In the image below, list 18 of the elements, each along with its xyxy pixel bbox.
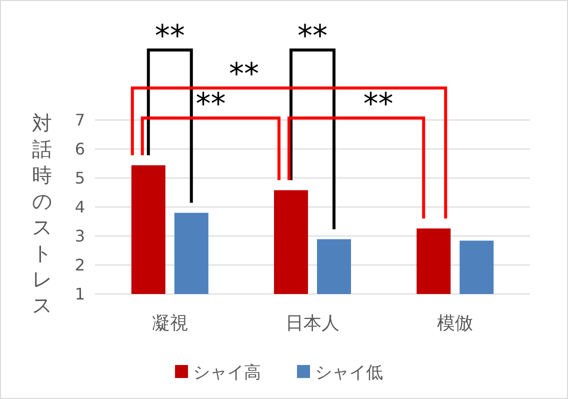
- text: **: [298, 19, 328, 54]
- legend-label: シャイ高: [193, 362, 261, 383]
- y-axis-title: 対話時のストレス: [32, 111, 52, 317]
- y-tick-label: 3: [74, 226, 85, 246]
- y-tick-label: 5: [74, 168, 85, 188]
- text: **: [154, 19, 185, 54]
- annotation: **: [363, 87, 394, 122]
- y-tick-label: 1: [74, 284, 85, 304]
- y-tick-label: 6: [74, 140, 85, 159]
- x-tick-label: 凝視: [152, 313, 188, 334]
- legend-label: シャイ低: [315, 362, 383, 383]
- y-tick-label: 2: [74, 256, 85, 275]
- annotation: **: [196, 87, 226, 122]
- y-tick-label: 7: [74, 110, 85, 130]
- y-tick-label: 4: [74, 198, 85, 217]
- x-tick-label: 日本人: [286, 313, 340, 334]
- x-tick-label: 模倣: [437, 313, 474, 334]
- text: **: [229, 57, 259, 92]
